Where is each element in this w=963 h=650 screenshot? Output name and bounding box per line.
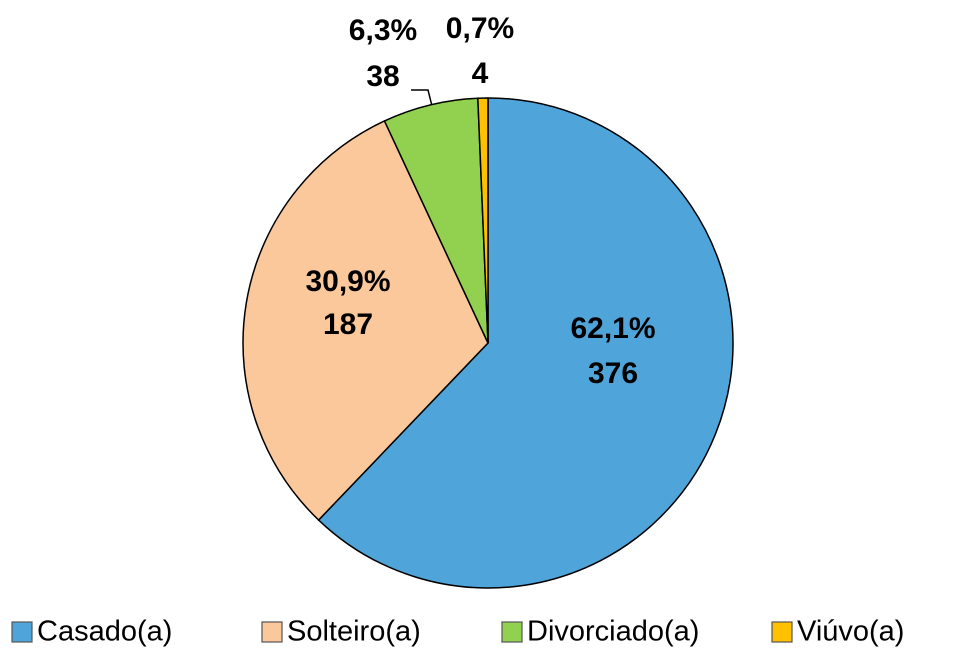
share-label: 0,7%	[446, 12, 514, 45]
legend-label: Casado(a)	[37, 616, 172, 648]
share-label: 30,9%	[305, 265, 390, 298]
legend-swatch	[771, 621, 793, 643]
value-label: 38	[366, 60, 399, 93]
share-label: 62,1%	[570, 312, 655, 345]
legend-swatch	[261, 621, 283, 643]
legend-label: Solteiro(a)	[287, 616, 421, 648]
legend-label: Viúvo(a)	[797, 616, 904, 648]
leader-line	[411, 89, 433, 107]
value-label: 4	[472, 57, 489, 90]
legend-label: Divorciado(a)	[527, 616, 699, 648]
share-label: 6,3%	[349, 14, 417, 47]
pie-slice	[242, 119, 489, 522]
value-label: 376	[588, 357, 638, 390]
pie-slice	[477, 97, 489, 344]
legend-swatch	[501, 621, 523, 643]
pie-slice	[317, 97, 734, 589]
value-label: 187	[323, 308, 373, 341]
legend-swatch	[11, 621, 33, 643]
